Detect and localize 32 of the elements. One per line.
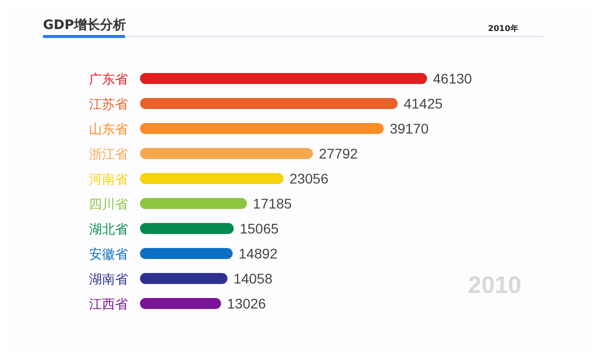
data-label: 17185 xyxy=(252,195,292,212)
text: 2010年 xyxy=(488,23,518,34)
bar xyxy=(140,148,313,159)
data-label: 14058 xyxy=(233,270,273,286)
y-tick-label: 广东省 xyxy=(89,72,128,88)
y-tick-label: 河南省 xyxy=(89,172,128,188)
bar xyxy=(140,173,284,184)
chart-title: GDP增长分析 xyxy=(43,17,126,34)
y-tick-label: 安徽省 xyxy=(89,246,128,262)
y-tick-label: 湖南省 xyxy=(89,272,128,288)
y-tick-label: 江西省 xyxy=(89,298,128,312)
bar xyxy=(140,248,233,259)
bar xyxy=(140,123,384,134)
bar xyxy=(140,298,222,309)
data-label: 15065 xyxy=(240,220,279,236)
y-tick-label: 四川省 xyxy=(89,198,128,212)
data-label: 14892 xyxy=(238,245,278,262)
bar xyxy=(140,73,427,84)
bar xyxy=(140,223,234,234)
y-tick-label: 山东省 xyxy=(89,122,128,138)
bar xyxy=(140,98,398,109)
y-tick-label: 江苏省 xyxy=(89,98,128,112)
data-label: 39170 xyxy=(390,120,429,136)
data-label: 27792 xyxy=(318,145,358,162)
bar xyxy=(140,198,247,209)
data-label: 23056 xyxy=(289,170,329,186)
y-tick-label: 湖北省 xyxy=(89,222,128,238)
bar xyxy=(140,273,228,284)
data-label: 41425 xyxy=(404,95,443,112)
y-tick-label: 浙江省 xyxy=(89,148,128,162)
data-label: 46130 xyxy=(433,70,472,86)
data-label: 13026 xyxy=(227,295,266,312)
